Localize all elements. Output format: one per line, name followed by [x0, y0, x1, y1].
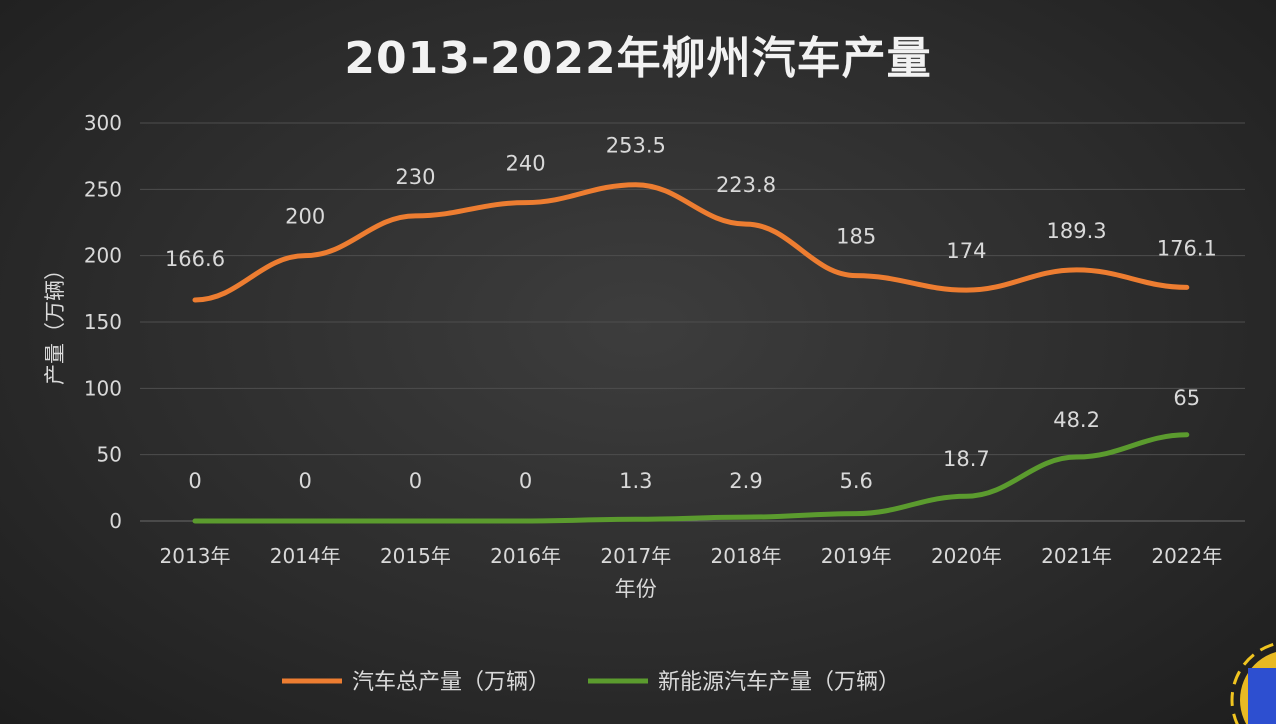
y-tick-label: 0 — [109, 509, 122, 533]
x-tick-label: 2019年 — [821, 544, 892, 568]
y-tick-label: 100 — [84, 376, 122, 400]
data-label: 223.8 — [716, 173, 776, 197]
y-tick-label: 200 — [84, 244, 122, 268]
data-label: 65 — [1173, 386, 1200, 410]
y-axis-title: 产量（万辆） — [43, 259, 67, 385]
legend-label: 汽车总产量（万辆） — [352, 670, 550, 695]
y-tick-label: 150 — [84, 310, 122, 334]
chart-title: 2013-2022年柳州汽车产量 — [344, 33, 932, 84]
data-label: 166.6 — [165, 247, 225, 271]
data-label: 0 — [299, 469, 312, 493]
data-label: 2.9 — [729, 469, 762, 493]
data-label: 0 — [409, 469, 422, 493]
x-tick-label: 2020年 — [931, 544, 1002, 568]
data-label: 174 — [946, 239, 986, 263]
y-tick-label: 300 — [84, 111, 122, 135]
data-label: 48.2 — [1053, 408, 1100, 432]
x-tick-label: 2016年 — [490, 544, 561, 568]
legend-label: 新能源汽车产量（万辆） — [658, 670, 900, 695]
data-label: 200 — [285, 205, 325, 229]
x-tick-label: 2015年 — [380, 544, 451, 568]
data-label: 253.5 — [606, 134, 666, 158]
watermark-logo-ring — [1230, 642, 1276, 724]
data-label: 230 — [395, 165, 435, 189]
data-label: 189.3 — [1047, 219, 1107, 243]
series-line-nev — [192, 432, 1190, 524]
x-tick-label: 2018年 — [711, 544, 782, 568]
x-axis-title: 年份 — [615, 577, 657, 601]
series-line-total — [192, 182, 1190, 303]
y-tick-label: 50 — [97, 443, 122, 467]
data-label: 18.7 — [943, 447, 990, 471]
y-tick-label: 250 — [84, 177, 122, 201]
x-tick-label: 2021年 — [1041, 544, 1112, 568]
data-label: 0 — [188, 469, 201, 493]
data-label: 1.3 — [619, 469, 652, 493]
x-tick-label: 2014年 — [270, 544, 341, 568]
x-tick-label: 2022年 — [1151, 544, 1222, 568]
x-tick-label: 2017年 — [600, 544, 671, 568]
data-label: 176.1 — [1157, 236, 1217, 260]
watermark-logo-glyph — [1248, 668, 1276, 724]
data-label: 185 — [836, 225, 876, 249]
data-label: 0 — [519, 469, 532, 493]
x-tick-label: 2013年 — [160, 544, 231, 568]
data-label: 5.6 — [839, 469, 872, 493]
data-label: 240 — [506, 152, 546, 176]
